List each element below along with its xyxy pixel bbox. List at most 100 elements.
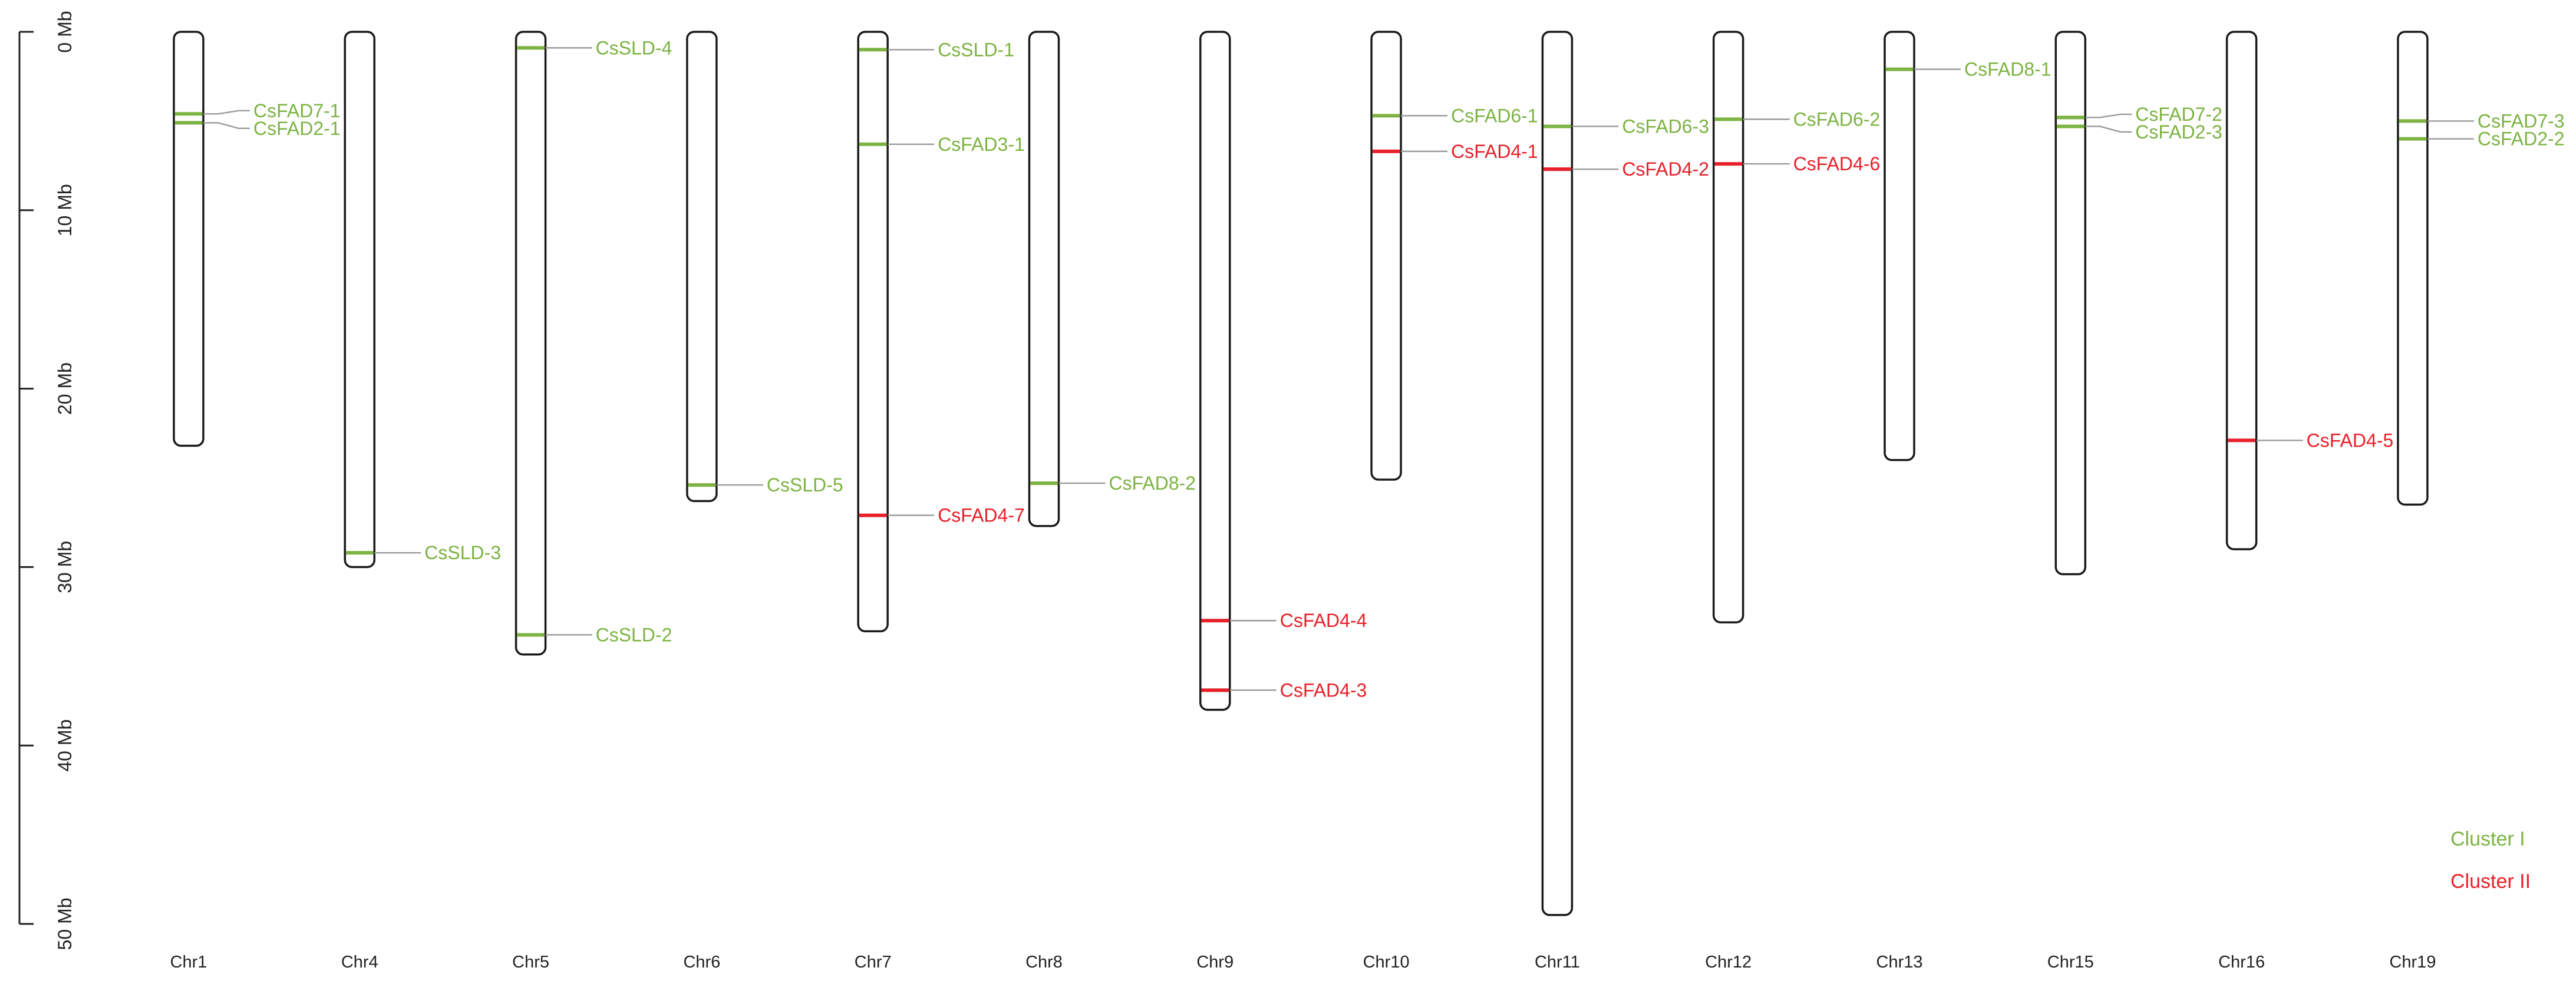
gene-label: CsFAD6-2	[1793, 108, 1881, 130]
chromosome-label: Chr9	[1196, 953, 1233, 972]
gene-marker-csfad4-5: CsFAD4-5	[2228, 430, 2393, 451]
chromosome-body	[1884, 31, 1915, 461]
chromosome-chr4: Chr4 CsSLD-3	[341, 31, 501, 972]
chromosome-chr5: Chr5 CsSLD-4 CsSLD-2	[512, 31, 672, 972]
chromosome-chr10: Chr10 CsFAD6-1 CsFAD4-1	[1363, 31, 1538, 972]
gene-label: CsFAD4-4	[1280, 610, 1367, 631]
gene-label: CsFAD8-1	[1964, 59, 2051, 80]
gene-marker-csfad4-7: CsFAD4-7	[859, 505, 1025, 526]
legend-item-cluster-ii: Cluster II	[2450, 870, 2531, 893]
chromosome-label: Chr1	[170, 953, 207, 972]
gene-label: CsFAD7-1	[253, 100, 341, 121]
gene-label: CsSLD-3	[424, 542, 501, 563]
gene-label: CsFAD7-3	[2478, 110, 2565, 131]
gene-label: CsFAD2-1	[253, 118, 341, 139]
gene-label: CsFAD4-2	[1622, 159, 1709, 180]
gene-marker-csfad4-1: CsFAD4-1	[1372, 141, 1538, 162]
gene-label: CsFAD3-1	[938, 134, 1025, 155]
chromosome-chr13: Chr13 CsFAD8-1	[1876, 31, 2051, 972]
chromosome-label: Chr13	[1876, 953, 1923, 972]
chromosome-label: Chr10	[1363, 953, 1410, 972]
y-axis-tick-label: 20 Mb	[54, 362, 75, 415]
gene-label: CsFAD6-1	[1451, 105, 1538, 126]
gene-marker-csfad8-2: CsFAD8-2	[1030, 473, 1196, 494]
chromosome-label: Chr19	[2389, 953, 2436, 972]
gene-marker-csfad4-6: CsFAD4-6	[1714, 153, 1880, 174]
gene-marker-cssld-1: CsSLD-1	[859, 39, 1014, 60]
chromosome-chr7: Chr7 CsSLD-1 CsFAD3-1 CsFAD4-7	[855, 31, 1025, 972]
y-axis-tick-label: 50 Mb	[54, 898, 75, 950]
chromosome-label: Chr12	[1705, 953, 1752, 972]
gene-marker-csfad4-3: CsFAD4-3	[1201, 679, 1367, 701]
gene-connector	[2085, 126, 2132, 133]
chromosome-chr11: Chr11 CsFAD6-3 CsFAD4-2	[1535, 31, 1709, 972]
chromosome-label: Chr5	[512, 953, 549, 972]
gene-label: CsFAD2-3	[2135, 121, 2222, 143]
gene-label: CsSLD-1	[938, 39, 1014, 60]
chromosome-label: Chr11	[1535, 953, 1580, 972]
gene-label: CsFAD4-7	[938, 505, 1025, 526]
gene-marker-csfad7-2: CsFAD7-2	[2056, 104, 2222, 125]
gene-marker-csfad6-2: CsFAD6-2	[1714, 108, 1880, 130]
chromosome-label: Chr6	[683, 953, 720, 972]
gene-marker-csfad4-4: CsFAD4-4	[1201, 610, 1367, 631]
gene-marker-csfad6-3: CsFAD6-3	[1543, 115, 1709, 137]
gene-label: CsFAD4-6	[1793, 153, 1881, 174]
gene-label: CsSLD-2	[596, 624, 672, 645]
legend: Cluster I Cluster II	[2450, 828, 2531, 893]
gene-marker-csfad7-3: CsFAD7-3	[2399, 110, 2564, 131]
chromosome-body	[1541, 31, 1574, 916]
gene-label: CsSLD-5	[767, 474, 843, 496]
chromosome-label: Chr4	[341, 953, 378, 972]
gene-marker-csfad2-3: CsFAD2-3	[2056, 121, 2222, 143]
legend-item-cluster-i: Cluster I	[2450, 828, 2525, 850]
y-axis-tick-label: 30 Mb	[54, 541, 75, 593]
gene-label: CsFAD7-2	[2135, 104, 2222, 125]
gene-connector	[203, 110, 250, 115]
chromosome-body	[2225, 31, 2258, 550]
chromosome-chr12: Chr12 CsFAD6-2 CsFAD4-6	[1705, 31, 1880, 972]
chromosome-label: Chr8	[1025, 953, 1063, 972]
gene-label: CsFAD2-2	[2478, 128, 2565, 150]
chromosome-body	[2054, 31, 2087, 576]
chromosome-body	[1199, 31, 1231, 711]
gene-label: CsFAD6-3	[1622, 115, 1709, 137]
chromosome-body	[2397, 31, 2429, 506]
chromosome-chr6: Chr6 CsSLD-5	[683, 31, 843, 972]
y-axis-tick-label: 10 Mb	[54, 184, 75, 236]
chromosome-body	[1370, 31, 1402, 481]
chromosome-body	[344, 31, 376, 569]
chromosome-chr16: Chr16 CsFAD4-5	[2218, 31, 2393, 972]
chromosome-body	[857, 31, 889, 633]
gene-connector	[2085, 113, 2132, 118]
gene-label: CsFAD4-3	[1280, 679, 1367, 701]
y-axis: 0 Mb 10 Mb 20 Mb 30 Mb 40 Mb 50 Mb	[18, 11, 75, 950]
gene-marker-csfad2-2: CsFAD2-2	[2399, 128, 2564, 150]
y-axis-tick-label: 0 Mb	[54, 11, 75, 52]
gene-marker-csfad7-1: CsFAD7-1	[174, 100, 341, 121]
gene-marker-csfad3-1: CsFAD3-1	[859, 134, 1025, 155]
y-axis-tick-label: 40 Mb	[54, 719, 75, 772]
chromosome-label: Chr16	[2218, 953, 2265, 972]
gene-marker-csfad8-1: CsFAD8-1	[1885, 59, 2051, 80]
chromosome-body	[173, 31, 205, 447]
chromosome-body	[686, 31, 718, 503]
gene-marker-csfad4-2: CsFAD4-2	[1543, 159, 1709, 180]
gene-marker-csfad2-1: CsFAD2-1	[174, 118, 341, 139]
chromosome-chr8: Chr8 CsFAD8-2	[1025, 31, 1196, 972]
gene-marker-cssld-2: CsSLD-2	[517, 624, 672, 645]
chromosome-label: Chr15	[2047, 953, 2094, 972]
gene-marker-cssld-3: CsSLD-3	[345, 542, 501, 563]
chromosome-body	[514, 31, 547, 656]
gene-label: CsFAD4-1	[1451, 141, 1538, 162]
gene-label: CsFAD8-2	[1109, 473, 1196, 494]
gene-marker-csfad6-1: CsFAD6-1	[1372, 105, 1538, 126]
chromosome-chr9: Chr9 CsFAD4-4 CsFAD4-3	[1196, 31, 1367, 972]
gene-label: CsFAD4-5	[2307, 430, 2394, 451]
gene-label: CsSLD-4	[596, 37, 672, 58]
